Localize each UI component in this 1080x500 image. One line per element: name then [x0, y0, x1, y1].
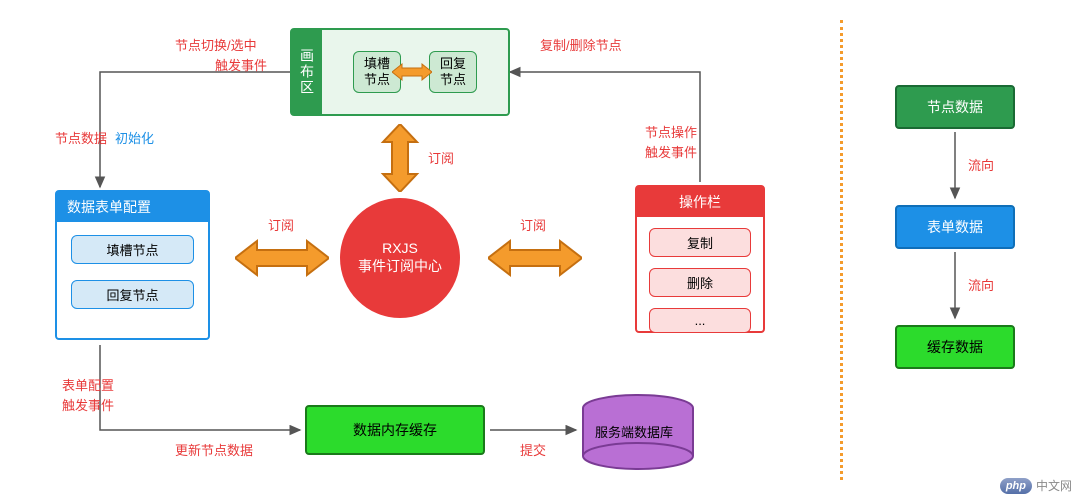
- form-panel: 数据表单配置 填槽节点 回复节点: [55, 190, 210, 340]
- txt-form2: 触发事件: [62, 395, 114, 414]
- txt-init1: 节点数据: [55, 128, 107, 147]
- form-title: 数据表单配置: [57, 192, 208, 222]
- txt-copydel: 复制/删除节点: [540, 35, 622, 54]
- form-reply: 回复节点: [71, 280, 194, 309]
- canvas-slot: 填槽 节点: [353, 51, 401, 92]
- txt-sub2: 订阅: [268, 215, 294, 234]
- txt-sub1: 订阅: [428, 148, 454, 167]
- cache-box: 数据内存缓存: [305, 405, 485, 455]
- canvas-reply: 回复 节点: [429, 51, 477, 92]
- watermark-text: 中文网: [1036, 477, 1072, 494]
- txt-form1: 表单配置: [62, 375, 114, 394]
- action-more: ...: [649, 308, 751, 333]
- right-flow1: 流向: [968, 155, 994, 174]
- canvas-panel: 画布区 填槽 节点 回复 节点: [290, 28, 510, 116]
- form-slot: 填槽节点: [71, 235, 194, 264]
- db-label: 服务端数据库: [595, 422, 673, 441]
- rxjs-line2: 事件订阅中心: [358, 256, 442, 276]
- right-flow2: 流向: [968, 275, 994, 294]
- txt-init2: 初始化: [115, 128, 154, 147]
- txt-trigger1: 触发事件: [215, 55, 267, 74]
- arrow-form-rxjs: [235, 237, 329, 279]
- watermark: php 中文网: [1000, 477, 1072, 494]
- txt-op1: 节点操作: [645, 122, 697, 141]
- php-badge: php: [1000, 478, 1032, 494]
- right-node: 节点数据: [895, 85, 1015, 129]
- action-panel: 操作栏 复制 删除 ...: [635, 185, 765, 333]
- txt-op2: 触发事件: [645, 142, 697, 161]
- txt-update: 更新节点数据: [175, 440, 253, 459]
- action-del: 删除: [649, 268, 751, 297]
- rxjs-circle: RXJS 事件订阅中心: [340, 198, 460, 318]
- canvas-title: 画布区: [292, 30, 322, 114]
- vertical-divider: [840, 20, 843, 480]
- action-copy: 复制: [649, 228, 751, 257]
- txt-sub3: 订阅: [520, 215, 546, 234]
- right-cache: 缓存数据: [895, 325, 1015, 369]
- arrow-rxjs-action: [488, 237, 582, 279]
- right-form: 表单数据: [895, 205, 1015, 249]
- action-title: 操作栏: [637, 187, 763, 217]
- rxjs-line1: RXJS: [382, 240, 418, 256]
- txt-switch: 节点切换/选中: [175, 35, 257, 54]
- txt-submit: 提交: [520, 440, 546, 459]
- arrow-canvas-rxjs: [379, 124, 421, 192]
